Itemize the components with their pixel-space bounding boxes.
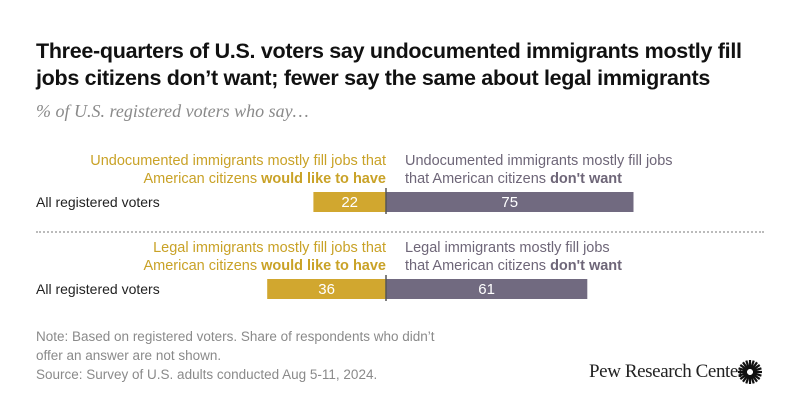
- note-line: offer an answer are not shown.: [36, 348, 222, 363]
- label-line: that American citizens: [405, 258, 551, 274]
- chart-title: Three-quarters of U.S. voters say undocu…: [36, 39, 742, 90]
- label-bold: don't want: [550, 258, 622, 274]
- row-label: All registered voters: [36, 194, 160, 210]
- note-line: Note: Based on registered voters. Share …: [36, 329, 435, 344]
- bar-left: [313, 192, 386, 212]
- label-line: Undocumented immigrants mostly fill jobs: [405, 153, 673, 169]
- row-label: All registered voters: [36, 281, 160, 297]
- separator: [36, 231, 764, 233]
- label-bold: don't want: [550, 171, 622, 187]
- label-line: Undocumented immigrants mostly fill jobs…: [90, 153, 386, 169]
- data-label-left: 36: [318, 281, 335, 298]
- note: Note: Based on registered voters. Share …: [36, 327, 435, 384]
- bar-right: [386, 192, 634, 212]
- bar-left: [267, 279, 386, 299]
- logo-text: Pew Research Center: [589, 361, 744, 382]
- label-bold: would like to have: [261, 258, 386, 274]
- label-line: American citizens: [143, 258, 262, 274]
- label-line: American citizens: [143, 171, 262, 187]
- group-1-left-label: Undocumented immigrants mostly fill jobs…: [90, 152, 386, 188]
- group-2-left-label: Legal immigrants mostly fill jobs that Am…: [143, 239, 386, 275]
- source-line: Source: Survey of U.S. adults conducted …: [36, 367, 378, 382]
- label-line: Legal immigrants mostly fill jobs that: [153, 240, 386, 256]
- label-bold: would like to have: [261, 171, 386, 187]
- label-line: that American citizens: [405, 171, 551, 187]
- bar-right: [386, 279, 588, 299]
- data-label-left: 22: [341, 194, 358, 211]
- label-line: Legal immigrants mostly fill jobs: [405, 240, 610, 256]
- group-1-right-label: Undocumented immigrants mostly fill jobs…: [405, 152, 673, 188]
- data-label-right: 75: [501, 194, 518, 211]
- group-2-right-label: Legal immigrants mostly fill jobs that Am…: [405, 239, 622, 275]
- chart-subtitle: % of U.S. registered voters who say…: [36, 101, 309, 121]
- data-label-right: 61: [478, 281, 495, 298]
